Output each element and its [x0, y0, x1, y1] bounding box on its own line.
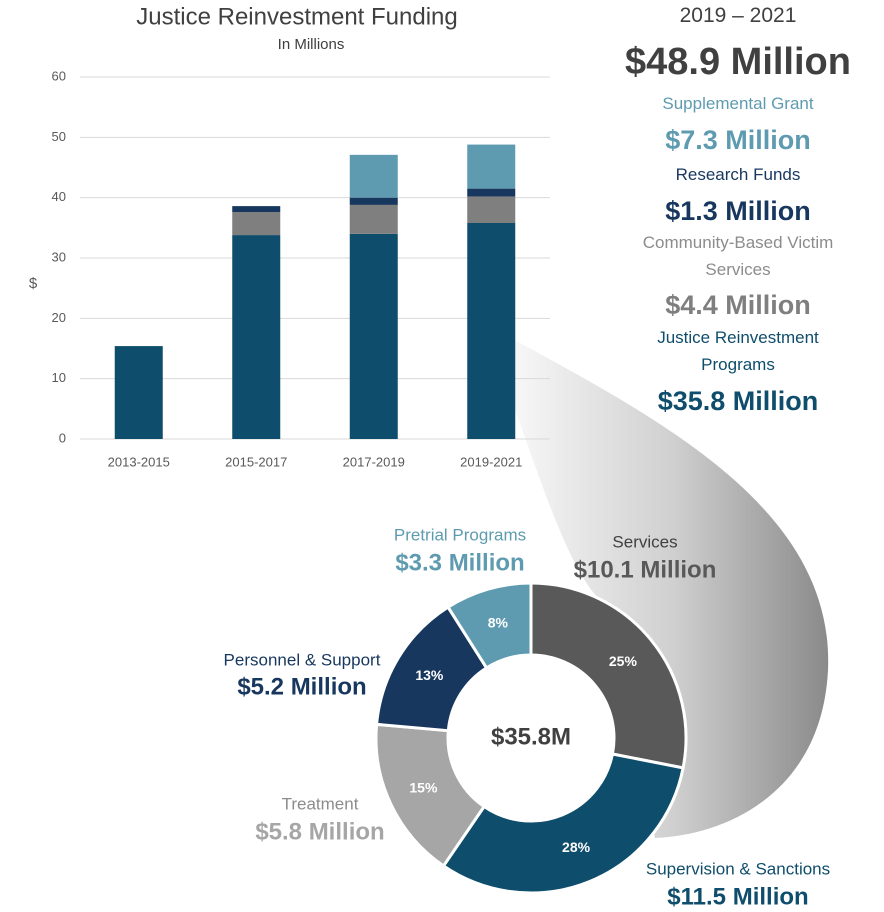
bar-segment — [467, 223, 516, 439]
y-tick-label: 20 — [52, 310, 66, 325]
x-tick-label: 2017-2019 — [343, 454, 405, 469]
segment-percent-label: 28% — [562, 839, 591, 855]
series-value-label: $4.4 Million — [665, 290, 811, 320]
donut-segment — [529, 581, 688, 770]
segment-percent-label: 15% — [409, 780, 438, 796]
donut-segment — [445, 581, 533, 670]
segment-name: Pretrial Programs — [394, 525, 526, 544]
y-axis-label: $ — [29, 275, 38, 292]
segment-name: Supervision & Sanctions — [646, 859, 830, 878]
segment-name: Treatment — [282, 794, 359, 813]
chart-title: Justice Reinvestment Funding — [136, 3, 458, 30]
summary-heading: 2019 – 2021 — [679, 4, 797, 27]
chart-subtitle: In Millions — [278, 36, 345, 53]
bar-plot: 0 10 20 30 40 50 60 2013-2015 2015-2017 2017-2019… — [52, 68, 550, 469]
segment-name: Services — [612, 532, 677, 551]
series-value-label: $35.8 Million — [657, 386, 819, 416]
y-tick-label: 0 — [59, 430, 66, 445]
y-tick-label: 40 — [52, 189, 66, 204]
donut-segment — [441, 752, 685, 895]
segment-amount: $5.2 Million — [237, 673, 366, 700]
series-name: Community-Based Victim Services — [642, 233, 834, 279]
bar-segment — [349, 197, 398, 205]
bar-segment — [467, 188, 516, 197]
segment-amount: $10.1 Million — [574, 556, 717, 583]
y-tick-label: 10 — [52, 370, 66, 385]
segment-percent-label: 25% — [609, 653, 638, 669]
bar-segment — [349, 233, 398, 439]
series-value-label: $7.3 Million — [665, 125, 811, 155]
x-tick-label: 2019-2021 — [460, 454, 522, 469]
series-name: Supplemental Grant — [662, 94, 814, 113]
bar-segment — [349, 154, 398, 198]
segment-amount: $11.5 Million — [667, 883, 808, 910]
y-tick-label: 30 — [52, 249, 66, 264]
connector — [482, 322, 829, 838]
series-value-label: $1.3 Million — [665, 196, 811, 226]
series-name: Research Funds — [675, 165, 801, 184]
x-tick-label: 2013-2015 — [108, 454, 170, 469]
segment-amount: $5.8 Million — [255, 818, 384, 845]
segment-percent-label: 8% — [488, 614, 509, 630]
y-tick-label: 60 — [52, 68, 66, 83]
donut-plot: 25% Services $10.1 Million 28% Supervision &… — [224, 525, 831, 910]
donut-center-label: $35.8M — [491, 723, 571, 750]
x-tick-label: 2015-2017 — [225, 454, 287, 469]
bar-segment — [232, 206, 281, 213]
bar-segment — [114, 346, 163, 439]
segment-amount: $3.3 Million — [395, 549, 524, 576]
summary-total: $48.9 Million — [625, 41, 851, 83]
bar-segment — [232, 235, 281, 439]
segment-name: Personnel & Support — [224, 650, 381, 669]
bar-segment — [232, 212, 281, 236]
segment-percent-label: 13% — [415, 667, 444, 683]
bar-segment — [467, 144, 516, 189]
bar-segment — [349, 204, 398, 234]
y-tick-label: 50 — [52, 129, 66, 144]
series-name: Justice Reinvestment Programs — [657, 328, 819, 374]
bar-segment — [467, 196, 516, 224]
